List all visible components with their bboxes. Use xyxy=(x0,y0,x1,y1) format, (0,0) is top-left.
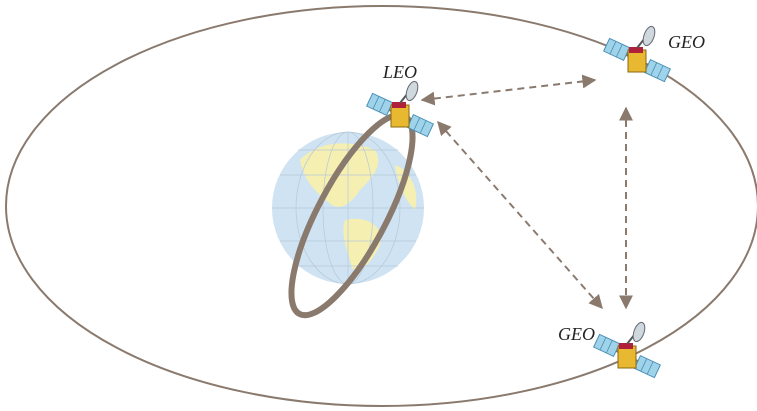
earth xyxy=(272,131,424,285)
node-label: GEO xyxy=(668,32,705,52)
node-label: GEO xyxy=(558,324,595,344)
link-arrow xyxy=(420,74,597,106)
link-arrow xyxy=(437,120,603,310)
satellite xyxy=(591,319,663,379)
node-label: LEO xyxy=(382,62,417,82)
geo-orbit xyxy=(5,5,757,407)
satellite xyxy=(601,23,673,83)
